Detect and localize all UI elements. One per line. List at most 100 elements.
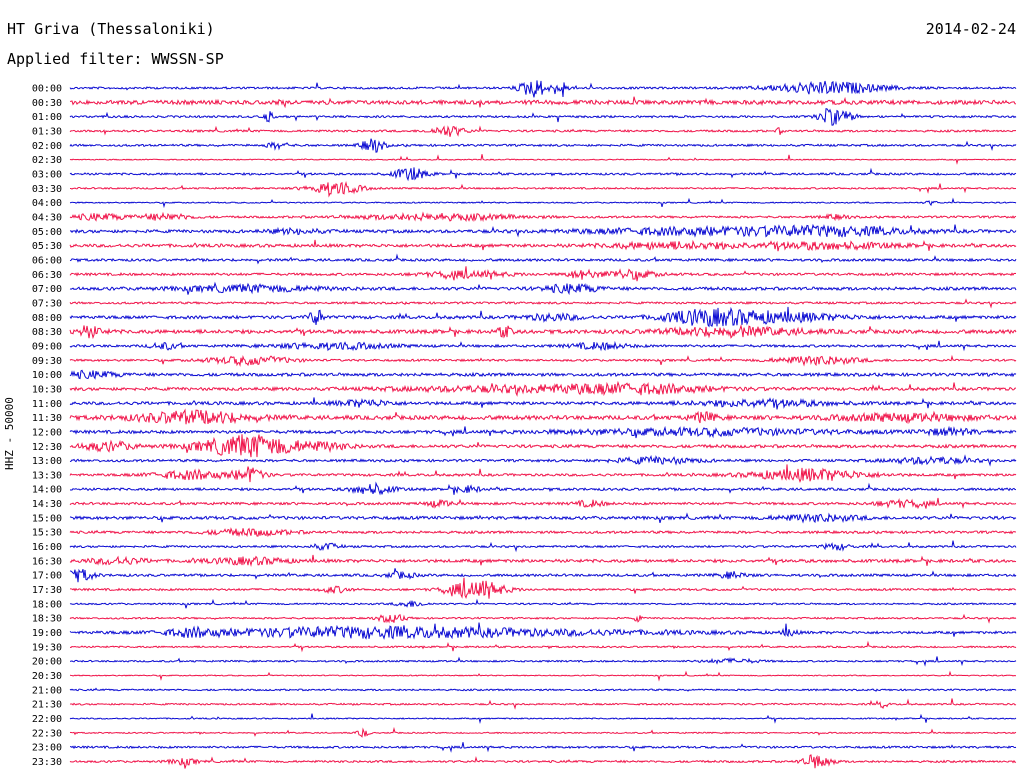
seismic-traces xyxy=(69,80,1017,769)
trace-line xyxy=(69,167,1017,182)
trace-line xyxy=(69,640,1017,653)
trace-line xyxy=(69,397,1017,410)
time-label: 10:00 xyxy=(32,370,62,381)
time-label: 18:30 xyxy=(32,614,62,625)
time-label: 02:30 xyxy=(32,155,62,166)
time-label: 07:00 xyxy=(32,284,62,295)
trace-line xyxy=(69,481,1017,496)
trace-line xyxy=(69,568,1017,583)
trace-line xyxy=(69,656,1017,667)
time-label: 11:00 xyxy=(32,399,62,410)
trace-line xyxy=(69,742,1017,753)
time-label: 10:30 xyxy=(32,384,62,395)
trace-line xyxy=(69,223,1017,238)
trace-line xyxy=(69,197,1017,209)
time-label: 19:30 xyxy=(32,642,62,653)
time-label: 00:00 xyxy=(32,84,62,95)
time-label: 22:30 xyxy=(32,728,62,739)
trace-line xyxy=(69,497,1017,510)
time-label: 11:30 xyxy=(32,413,62,424)
trace-line xyxy=(69,434,1017,458)
time-labels: 00:00 00:30 01:00 01:30 02:00 02:30 03:00 03:30… xyxy=(32,84,62,769)
trace-line xyxy=(69,598,1017,609)
trace-line xyxy=(69,554,1017,567)
date-label: 2014-02-24 xyxy=(925,20,1016,38)
trace-line xyxy=(69,281,1017,296)
time-label: 04:30 xyxy=(32,212,62,223)
time-label: 12:30 xyxy=(32,442,62,453)
time-label: 06:30 xyxy=(32,270,62,281)
time-label: 07:30 xyxy=(32,298,62,309)
time-label: 12:00 xyxy=(32,427,62,438)
time-label: 05:00 xyxy=(32,227,62,238)
time-label: 16:00 xyxy=(32,542,62,553)
time-label: 13:00 xyxy=(32,456,62,467)
trace-line xyxy=(69,540,1017,553)
trace-line xyxy=(69,454,1017,467)
trace-line xyxy=(69,613,1017,624)
time-label: 14:00 xyxy=(32,485,62,496)
trace-line xyxy=(69,713,1017,724)
trace-line xyxy=(69,253,1017,265)
trace-line xyxy=(69,125,1017,137)
time-label: 01:00 xyxy=(32,112,62,123)
trace-line xyxy=(69,298,1017,309)
time-label: 01:30 xyxy=(32,126,62,137)
trace-line xyxy=(69,464,1017,484)
station-title: HT Griva (Thessaloniki) xyxy=(7,20,215,38)
trace-line xyxy=(69,577,1017,599)
trace-line xyxy=(69,96,1017,109)
trace-line xyxy=(69,181,1017,198)
trace-line xyxy=(69,670,1017,682)
time-label: 13:30 xyxy=(32,470,62,481)
trace-line xyxy=(69,369,1017,380)
trace-line xyxy=(69,80,1017,98)
trace-line xyxy=(69,380,1017,397)
time-label: 17:30 xyxy=(32,585,62,596)
trace-line xyxy=(69,154,1017,165)
time-label: 18:00 xyxy=(32,599,62,610)
time-label: 23:00 xyxy=(32,743,62,754)
trace-line xyxy=(69,211,1017,223)
time-label: 05:30 xyxy=(32,241,62,252)
trace-line xyxy=(69,108,1017,126)
trace-line xyxy=(69,340,1017,352)
time-label: 14:30 xyxy=(32,499,62,510)
trace-line xyxy=(69,138,1017,153)
time-label: 16:30 xyxy=(32,556,62,567)
trace-line xyxy=(69,726,1017,738)
time-label: 21:00 xyxy=(32,685,62,696)
trace-line xyxy=(69,687,1017,692)
time-label: 22:00 xyxy=(32,714,62,725)
time-label: 03:00 xyxy=(32,169,62,180)
time-label: 02:00 xyxy=(32,141,62,152)
time-label: 08:00 xyxy=(32,313,62,324)
time-label: 04:00 xyxy=(32,198,62,209)
time-label: 17:00 xyxy=(32,571,62,582)
trace-line xyxy=(69,324,1017,340)
trace-line xyxy=(69,354,1017,367)
time-label: 20:30 xyxy=(32,671,62,682)
trace-line xyxy=(69,425,1017,439)
time-label: 09:00 xyxy=(32,341,62,352)
time-label: 21:30 xyxy=(32,700,62,711)
time-label: 15:30 xyxy=(32,528,62,539)
time-label: 15:00 xyxy=(32,513,62,524)
trace-line xyxy=(69,408,1017,425)
trace-line xyxy=(69,698,1017,710)
trace-line xyxy=(69,266,1017,282)
time-label: 08:30 xyxy=(32,327,62,338)
time-label: 20:00 xyxy=(32,657,62,668)
trace-line xyxy=(69,512,1017,524)
time-label: 06:00 xyxy=(32,255,62,266)
trace-line xyxy=(69,239,1017,252)
time-label: 00:30 xyxy=(32,98,62,109)
trace-line xyxy=(69,754,1017,769)
time-label: 03:30 xyxy=(32,184,62,195)
filter-label: Applied filter: WWSSN-SP xyxy=(7,50,224,68)
trace-line xyxy=(69,306,1017,328)
time-label: 23:30 xyxy=(32,757,62,768)
trace-line xyxy=(69,622,1017,640)
time-label: 19:00 xyxy=(32,628,62,639)
